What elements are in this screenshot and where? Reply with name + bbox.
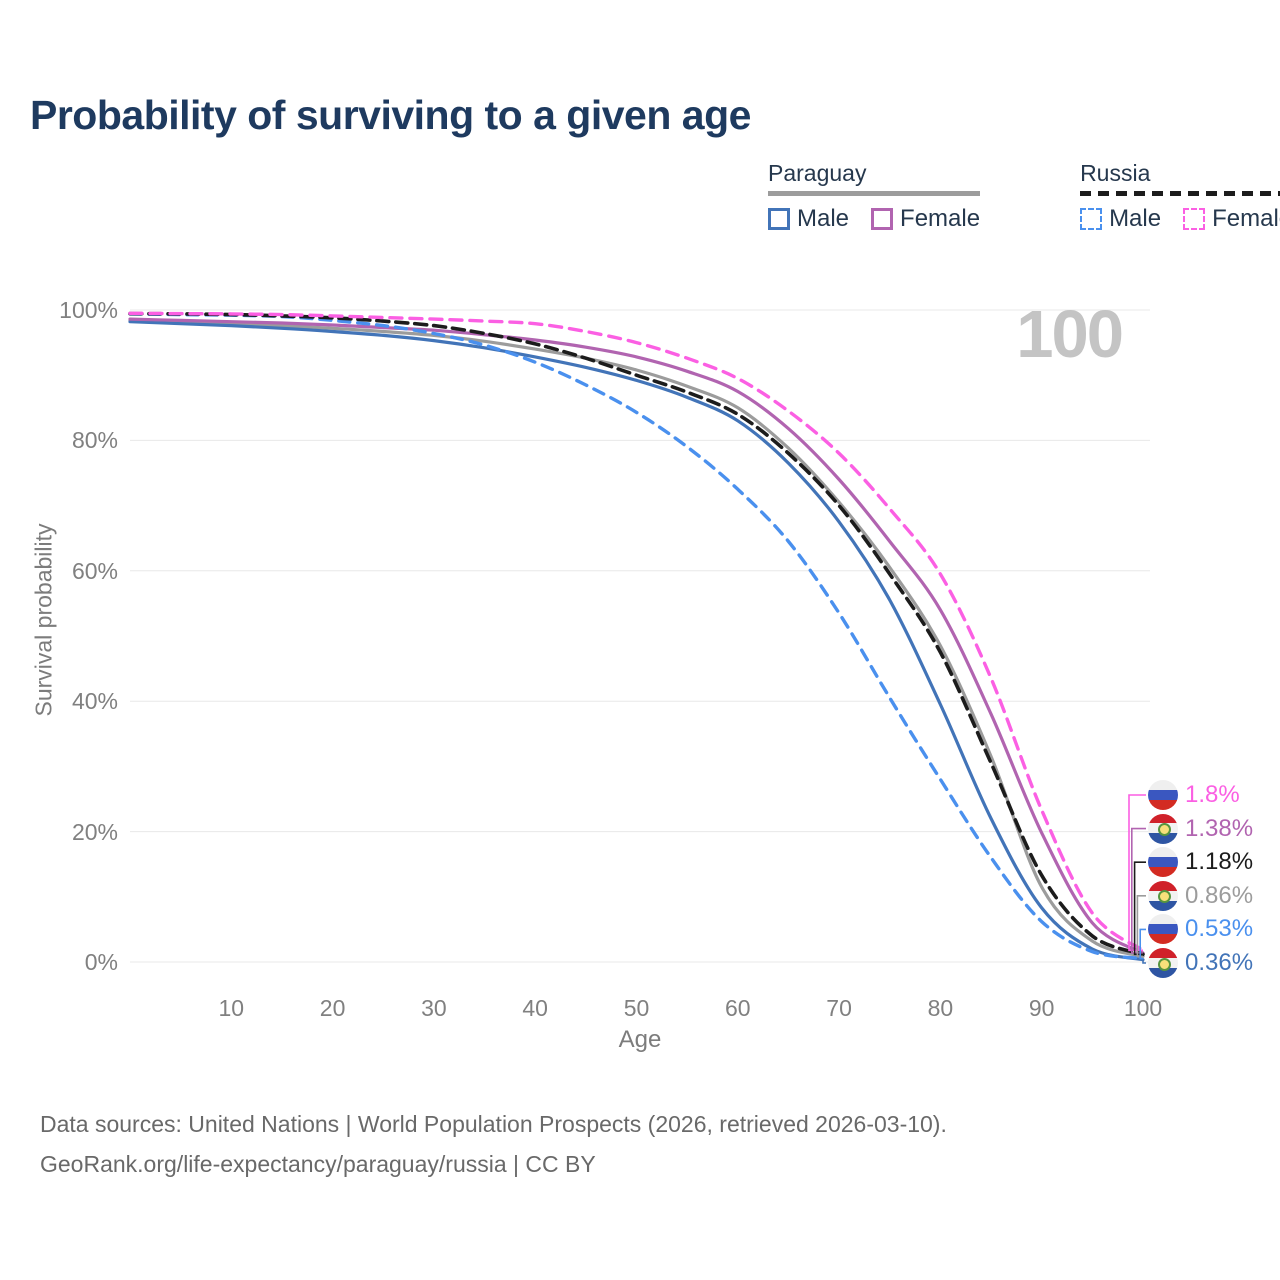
legend-swatch-icon xyxy=(768,208,790,230)
legend-country-linestyle-swatch xyxy=(768,191,981,196)
legend-item-label: Female xyxy=(900,205,981,232)
series-line-russia-male xyxy=(128,312,1145,961)
paraguay-emblem-icon xyxy=(1157,823,1171,837)
legend-swatch-icon xyxy=(1183,208,1206,230)
russia-flag-icon xyxy=(1148,780,1178,810)
x-tick-label: 100 xyxy=(1123,995,1163,1021)
x-tick-label: 30 xyxy=(421,995,447,1021)
legend-country-label: Paraguay xyxy=(768,160,981,196)
y-tick-label: 20% xyxy=(71,818,118,845)
legend-item-label: Male xyxy=(1109,205,1162,232)
series-line-paraguay-both xyxy=(128,318,1145,958)
end-label-leader-line xyxy=(1128,794,1146,952)
legend-item-russia-female[interactable]: Female xyxy=(1183,205,1280,233)
end-value-label: 1.18% xyxy=(1185,848,1254,876)
legend-swatch-icon xyxy=(1080,208,1103,230)
y-tick-label: 60% xyxy=(71,557,118,584)
legend-item-paraguay-male[interactable]: Male xyxy=(768,205,849,233)
legend-swatch-icon xyxy=(871,208,894,230)
paraguay-flag-icon xyxy=(1148,948,1178,978)
footer-sources: Data sources: United Nations | World Pop… xyxy=(40,1111,947,1137)
series-line-paraguay-male xyxy=(128,320,1145,962)
end-label-leader-line xyxy=(1139,928,1146,960)
russia-flag-icon xyxy=(1148,914,1178,945)
legend-item-label: Male xyxy=(797,205,850,232)
x-tick-label: 70 xyxy=(826,995,852,1021)
x-tick-label: 20 xyxy=(319,995,346,1021)
paraguay-emblem-icon xyxy=(1157,890,1171,904)
russia-flag-icon xyxy=(1148,847,1178,878)
legend: Paraguay Male Female Russia Male Female xyxy=(768,160,1280,233)
legend-item-russia-male[interactable]: Male xyxy=(1080,205,1161,233)
series-line-russia-both xyxy=(128,311,1145,957)
x-tick-label: 90 xyxy=(1028,995,1055,1021)
y-tick-label: 80% xyxy=(71,427,118,454)
paraguay-flag-icon xyxy=(1148,880,1178,911)
footer: Data sources: United Nations | World Pop… xyxy=(40,1104,947,1184)
end-value-label: 1.38% xyxy=(1185,814,1254,842)
y-tick-label: 40% xyxy=(71,688,118,715)
end-value-label: 0.86% xyxy=(1185,881,1254,909)
series-line-russia-female xyxy=(128,311,1145,952)
end-value-label: 1.8% xyxy=(1185,781,1240,808)
x-axis-title: Age xyxy=(618,1026,662,1053)
page-title: Probability of surviving to a given age xyxy=(30,92,751,138)
y-tick-label: 100% xyxy=(59,297,118,323)
end-label-leader-line xyxy=(1142,959,1146,964)
legend-country-linestyle-swatch xyxy=(1080,191,1280,196)
legend-item-label: Female xyxy=(1212,205,1280,232)
end-value-label: 0.36% xyxy=(1185,949,1254,976)
x-tick-label: 10 xyxy=(218,995,245,1021)
x-tick-label: 60 xyxy=(725,995,751,1021)
y-tick-label: 0% xyxy=(84,949,118,975)
x-tick-label: 50 xyxy=(623,995,650,1021)
legend-country-label: Russia xyxy=(1080,160,1280,196)
x-tick-label: 40 xyxy=(522,995,548,1021)
age-watermark: 100 xyxy=(1016,297,1124,372)
footer-attribution: GeoRank.org/life-expectancy/paraguay/rus… xyxy=(40,1151,596,1177)
end-value-label: 0.53% xyxy=(1185,915,1254,943)
legend-group-paraguay: Paraguay Male Female xyxy=(768,160,981,233)
paraguay-emblem-icon xyxy=(1157,957,1171,971)
x-tick-label: 80 xyxy=(927,995,954,1021)
legend-group-russia: Russia Male Female xyxy=(1080,160,1280,233)
legend-item-paraguay-female[interactable]: Female xyxy=(871,205,980,233)
end-label-leader-line xyxy=(1133,861,1146,956)
paraguay-flag-icon xyxy=(1148,813,1178,844)
series-line-paraguay-female xyxy=(128,317,1145,955)
